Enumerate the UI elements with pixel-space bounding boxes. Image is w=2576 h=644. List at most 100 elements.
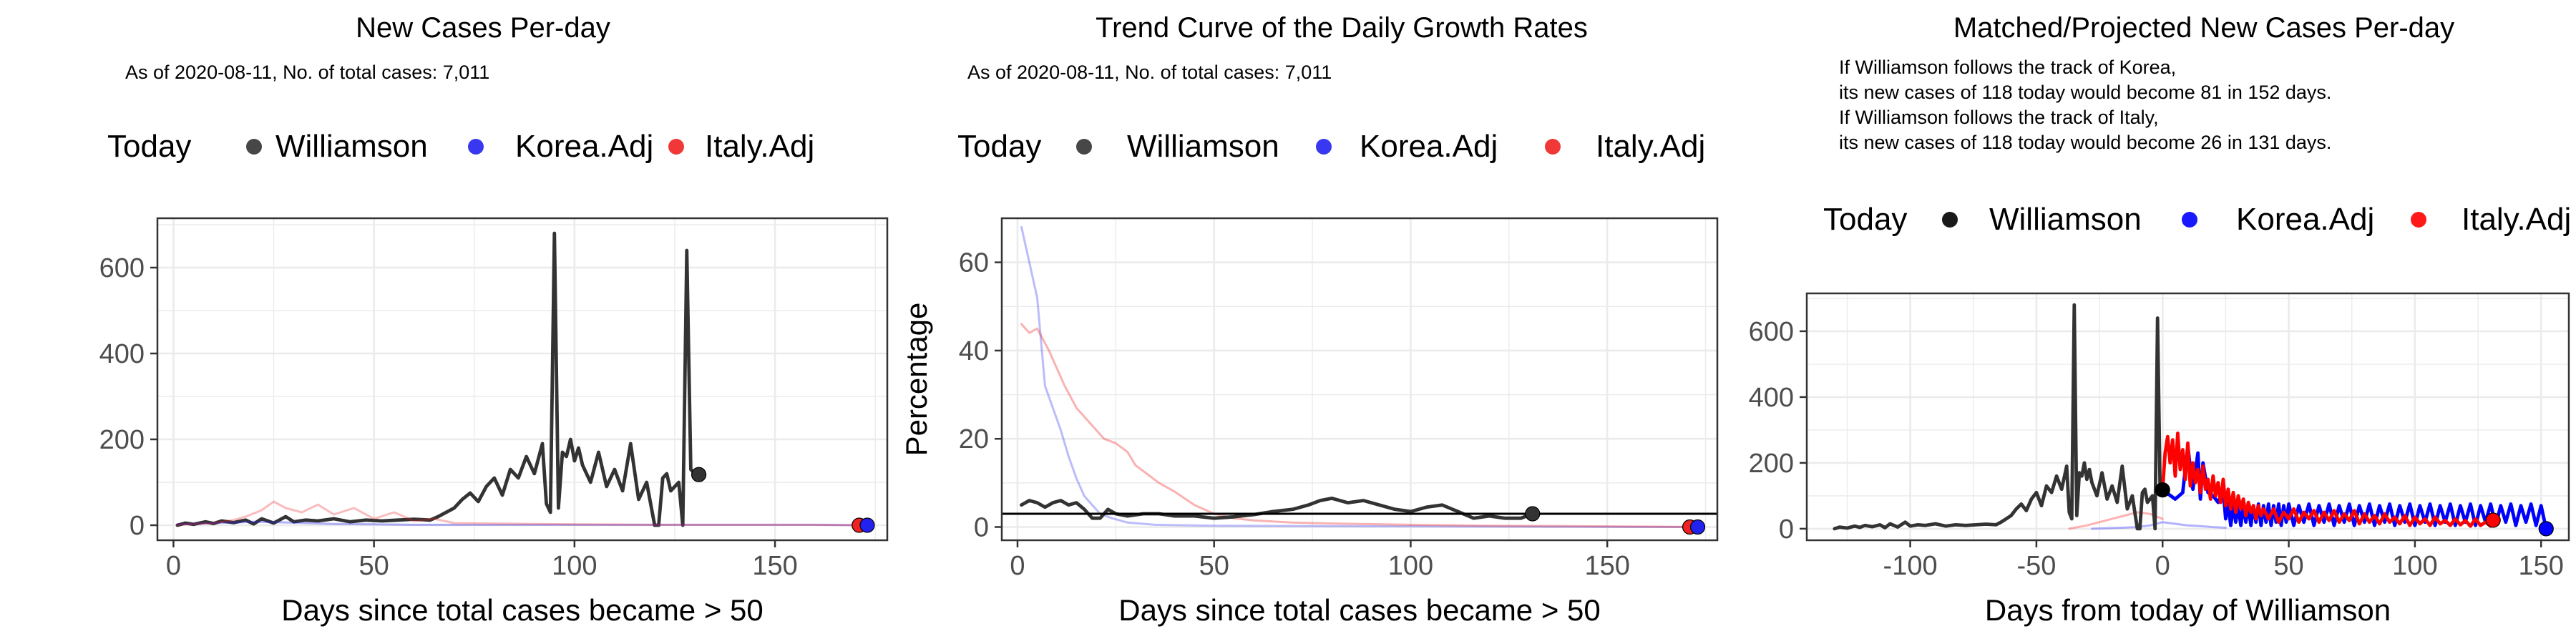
x-tick-label: 50 [358,551,389,581]
y-axis-label: Percentage [899,303,933,457]
x-axis-label: Days since total cases became > 50 [1118,593,1601,627]
x-tick-label: -100 [1883,551,1938,581]
chart-title: Trend Curve of the Daily Growth Rates [1096,12,1588,44]
legend-label-3: Italy.Adj [2462,202,2571,237]
y-tick-label: 40 [959,336,989,366]
annotation-line: If Williamson follows the track of Korea… [1839,57,2176,78]
y-tick-label: 400 [1749,383,1794,413]
chart-panel-1: New Cases Per-day As of 2020-08-11, No. o… [99,12,889,627]
legend-label-3: Italy.Adj [705,129,814,164]
x-tick-label: 0 [2155,551,2170,581]
gridlines [157,218,887,540]
series-line-3 [1833,303,2165,531]
y-axis: 0 20 40 60 Percentage [899,248,1002,543]
x-axis: 0 50 100 150 Days since total cases became >… [1010,540,1630,627]
chart-legend: Today Williamson Korea.Adj Italy.Adj [107,129,814,164]
chart-subtitle: As of 2020-08-11, No. of total cases: 7,… [967,62,1332,83]
x-axis: 0 50 100 150 Days since total cases became >… [166,540,798,627]
series-line-2 [176,520,869,527]
x-tick-label: 0 [1010,551,1025,581]
y-axis: 0 200 400 600 [1749,317,1807,545]
chart-legend: Today Williamson Korea.Adj Italy.Adj [957,129,1705,164]
today-point-3 [1689,519,1706,535]
annotation-line: If Williamson follows the track of Italy… [1839,107,2159,128]
x-axis: -100 -50 0 50 100 150 Days from today of Willi… [1883,540,2564,627]
annotation-line: its new cases of 118 today would become … [1839,82,2331,103]
today-point-1 [2155,482,2170,498]
series-line-1 [175,231,701,527]
legend-label-1: Williamson [275,129,428,164]
legend-label-today: Today [107,129,191,164]
today-point-3 [859,517,875,533]
x-tick-label: 150 [1584,551,1629,581]
plot-border [1805,292,2570,542]
x-tick-label: 50 [1199,551,1229,581]
legend-label-today: Today [1823,202,1907,237]
legend-label-2: Korea.Adj [515,129,653,164]
series-line-2 [2068,511,2164,530]
chart-legend: Today Williamson Korea.Adj Italy.Adj [1823,202,2571,237]
chart-title: Matched/Projected New Cases Per-day [1953,12,2454,44]
plot-background [1002,218,1717,540]
series-line-2 [1020,323,1691,528]
legend-label-2: Korea.Adj [1360,129,1498,164]
x-axis-label: Days since total cases became > 50 [281,593,763,627]
plot-border [1000,217,1719,542]
y-tick-label: 200 [99,425,145,455]
legend-marker-2 [1316,139,1332,155]
legend-label-1: Williamson [1989,202,2142,237]
legend-marker-3 [2411,212,2426,228]
series-line-5 [2160,431,2495,528]
y-tick-label: 0 [974,513,989,543]
y-tick-label: 0 [130,511,145,541]
series-line-1 [2091,521,2227,530]
gridlines [1002,218,1717,540]
legend-marker-2 [468,139,484,155]
legend-label-2: Korea.Adj [2236,202,2374,237]
x-tick-label: 50 [2273,551,2303,581]
annotation-line: its new cases of 118 today would become … [1839,132,2331,153]
legend-marker-1 [246,139,262,155]
y-tick-label: 400 [99,339,145,369]
y-tick-label: 20 [959,424,989,454]
series-line-4 [2160,444,2548,531]
plot-background [157,218,887,540]
series-line-3 [1020,497,1535,520]
legend-marker-1 [1076,139,1092,155]
y-tick-label: 600 [99,253,145,283]
x-tick-label: 0 [166,551,181,581]
x-tick-label: 150 [2519,551,2564,581]
y-tick-label: 0 [1779,514,1794,545]
chart-panel-3: Matched/Projected New Cases Per-day If Wi… [1749,12,2572,627]
gridlines [1807,293,2569,540]
x-tick-label: 150 [752,551,797,581]
plot-border [156,217,889,542]
y-tick-label: 60 [959,248,989,278]
y-axis: 0 200 400 600 [99,253,157,541]
x-axis-label: Days from today of Williamson [1985,593,2391,627]
y-tick-label: 200 [1749,449,1794,479]
plot-background [1807,293,2569,540]
chart-panel-2: Trend Curve of the Daily Growth Rates As … [899,12,1719,627]
legend-label-today: Today [957,129,1041,164]
legend-label-1: Williamson [1127,129,1279,164]
legend-marker-3 [1545,139,1561,155]
legend-label-3: Italy.Adj [1596,129,1705,164]
x-tick-label: 100 [2392,551,2437,581]
series-group [1833,303,2548,531]
chart-subtitle: As of 2020-08-11, No. of total cases: 7,… [125,62,489,83]
legend-marker-1 [1942,212,1958,228]
series-group [175,231,869,527]
series-line-3 [176,500,861,527]
chart-panels: New Cases Per-day As of 2020-08-11, No. o… [99,12,2572,627]
today-point-1 [691,467,707,482]
x-tick-label: 100 [1388,551,1433,581]
chart-title: New Cases Per-day [356,12,610,44]
legend-marker-3 [668,139,684,155]
legend-marker-2 [2182,212,2197,228]
today-point-1 [1525,506,1541,522]
series-line-1 [1020,225,1699,528]
x-tick-label: -50 [2016,551,2056,581]
